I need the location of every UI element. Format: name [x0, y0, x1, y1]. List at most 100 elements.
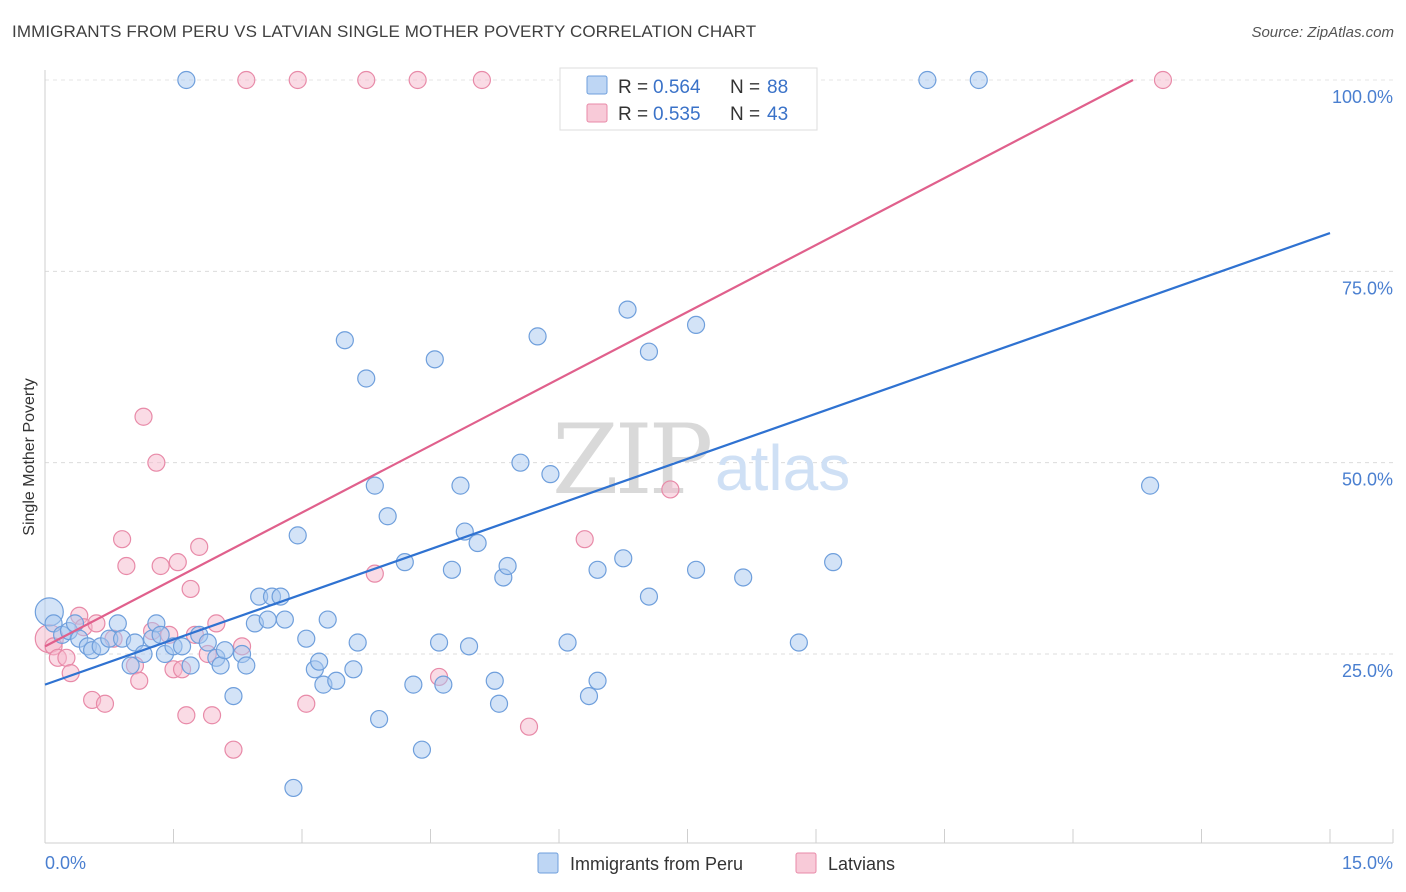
axes — [44, 70, 1394, 844]
latvians-point — [151, 556, 170, 576]
peru-point — [558, 633, 577, 652]
latvians-point — [177, 706, 196, 725]
y-tick-label: 75.0% — [1342, 278, 1393, 298]
legend-n-label-latvians: N = — [730, 104, 760, 125]
peru-point — [618, 300, 637, 319]
peru-point — [348, 633, 367, 652]
peru-point — [181, 656, 200, 675]
latvians-point — [224, 740, 243, 759]
series-latvians-points — [34, 70, 1173, 759]
peru-point — [275, 610, 294, 629]
latvians-point — [575, 530, 594, 549]
latvians-point — [288, 70, 307, 90]
peru-point — [288, 526, 307, 545]
y-tick-labels: 25.0% 50.0% 75.0% 100.0% — [1332, 87, 1393, 681]
bottom-legend-swatch-latvians — [795, 852, 817, 874]
peru-point — [918, 70, 937, 90]
y-tick-label: 25.0% — [1342, 661, 1393, 681]
series-peru-points — [34, 70, 1160, 798]
latvians-point — [147, 453, 166, 472]
peru-point — [327, 671, 346, 690]
peru-point — [378, 507, 397, 526]
legend-n-label-peru: N = — [730, 77, 760, 98]
legend-swatch-latvians — [586, 103, 608, 123]
peru-point — [429, 633, 449, 652]
peru-point — [237, 656, 256, 675]
y-axis-title: Single Mother Poverty — [21, 378, 38, 535]
latvians-point — [57, 648, 76, 667]
peru-point — [969, 70, 988, 90]
peru-point — [258, 610, 277, 629]
trend-line-peru — [44, 232, 1331, 686]
y-tick-label: 50.0% — [1342, 470, 1393, 490]
trend-lines — [44, 79, 1331, 686]
legend-r-value-latvians: 0.535 — [653, 104, 701, 125]
peru-point — [318, 610, 337, 629]
bottom-legend-label-latvians: Latvians — [828, 854, 895, 874]
chart-title: IMMIGRANTS FROM PERU VS LATVIAN SINGLE M… — [12, 22, 757, 41]
peru-point — [511, 453, 530, 472]
peru-point — [459, 637, 479, 656]
peru-point — [639, 587, 659, 606]
latvians-point — [190, 537, 209, 556]
legend-box: R = 0.564 N = 88 R = 0.535 N = 43 — [559, 67, 818, 131]
latvians-point — [1153, 70, 1173, 90]
latvians-point — [95, 694, 115, 713]
peru-point — [297, 629, 316, 648]
latvians-point — [472, 70, 491, 90]
trend-line-latvians — [44, 79, 1134, 648]
peru-point — [489, 694, 509, 713]
latvians-point — [297, 694, 316, 713]
legend-r-label-peru: R = — [618, 77, 648, 98]
peru-point — [442, 560, 462, 579]
peru-point — [370, 709, 389, 729]
watermark: ZIP atlas — [552, 404, 850, 516]
peru-point — [65, 614, 85, 633]
peru-point — [412, 740, 432, 759]
peru-point — [404, 675, 423, 694]
peru-point — [789, 633, 808, 652]
peru-point — [588, 560, 607, 579]
peru-point — [498, 556, 517, 576]
latvians-point — [408, 70, 427, 90]
latvians-point — [202, 706, 222, 725]
latvians-point — [237, 70, 256, 90]
latvians-point — [134, 407, 153, 426]
peru-point — [528, 327, 547, 346]
peru-point — [284, 778, 303, 798]
peru-point — [224, 686, 243, 706]
peru-point — [198, 633, 217, 652]
latvians-point — [519, 717, 539, 736]
peru-point — [485, 671, 504, 690]
peru-point — [686, 560, 706, 579]
peru-point — [172, 637, 192, 656]
peru-point — [215, 641, 234, 660]
peru-point — [614, 549, 633, 568]
peru-point — [211, 656, 230, 675]
legend-r-value-peru: 0.564 — [653, 77, 701, 98]
legend-n-value-latvians: 43 — [767, 104, 788, 125]
peru-point — [357, 369, 376, 388]
legend-r-label-latvians: R = — [618, 104, 648, 125]
source-label: Source: ZipAtlas.com — [1251, 24, 1394, 41]
latvians-point — [661, 480, 680, 499]
legend-n-value-peru: 88 — [767, 77, 788, 98]
peru-point — [108, 614, 127, 633]
peru-point — [734, 568, 753, 587]
y-tick-label: 100.0% — [1332, 87, 1393, 107]
peru-point — [121, 656, 140, 675]
peru-point — [468, 533, 487, 553]
peru-point — [639, 342, 659, 361]
peru-point — [425, 350, 444, 369]
peru-point — [824, 553, 843, 572]
peru-point — [579, 686, 599, 706]
peru-point — [344, 660, 363, 679]
peru-point — [588, 671, 607, 690]
peru-point — [1140, 476, 1160, 495]
x-tick-labels: 0.0% 15.0% — [45, 853, 1393, 873]
peru-point — [451, 476, 470, 495]
bottom-legend: Immigrants from Peru Latvians — [537, 852, 895, 874]
latvians-point — [117, 556, 136, 576]
x-tick-label: 15.0% — [1342, 853, 1393, 873]
